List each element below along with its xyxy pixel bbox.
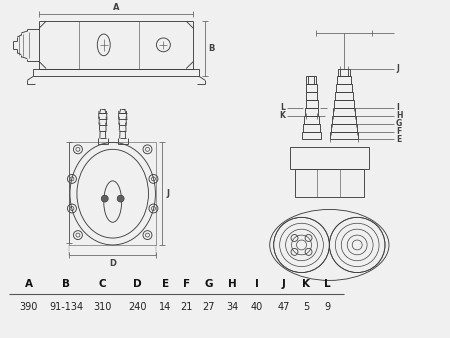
Text: K: K: [302, 280, 310, 289]
Text: E: E: [396, 135, 401, 144]
Bar: [302, 131, 321, 140]
Text: 21: 21: [180, 302, 193, 312]
Text: D: D: [109, 259, 116, 268]
Bar: [306, 84, 317, 92]
Text: F: F: [396, 127, 401, 136]
Bar: [338, 69, 350, 76]
Text: J: J: [282, 280, 286, 289]
Bar: [306, 100, 319, 108]
Bar: [303, 116, 320, 124]
Bar: [335, 92, 353, 100]
Bar: [302, 124, 320, 131]
Text: A: A: [25, 280, 33, 289]
Text: G: G: [396, 119, 402, 128]
Bar: [295, 169, 364, 197]
Bar: [330, 131, 358, 140]
Bar: [333, 108, 355, 116]
Text: 240: 240: [128, 302, 146, 312]
Text: C: C: [99, 280, 106, 289]
Text: 9: 9: [324, 302, 330, 312]
Text: L: L: [280, 103, 285, 113]
Bar: [336, 84, 352, 92]
Text: A: A: [113, 3, 119, 12]
Text: H: H: [228, 280, 236, 289]
Bar: [306, 76, 316, 84]
Bar: [333, 116, 356, 124]
Text: 91-134: 91-134: [49, 302, 83, 312]
Text: I: I: [255, 280, 259, 289]
Text: 14: 14: [159, 302, 171, 312]
Text: I: I: [396, 103, 399, 113]
Text: D: D: [133, 280, 141, 289]
Text: 310: 310: [93, 302, 112, 312]
Text: H: H: [396, 111, 402, 120]
Bar: [334, 100, 354, 108]
Bar: [305, 108, 319, 116]
Text: G: G: [204, 280, 213, 289]
Text: J: J: [396, 64, 399, 73]
Text: 27: 27: [202, 302, 215, 312]
Circle shape: [101, 195, 108, 202]
Text: 47: 47: [278, 302, 290, 312]
Text: 40: 40: [251, 302, 263, 312]
Bar: [33, 69, 199, 76]
Text: 34: 34: [226, 302, 238, 312]
Text: B: B: [62, 280, 70, 289]
Text: 5: 5: [303, 302, 310, 312]
Ellipse shape: [104, 181, 122, 222]
Text: J: J: [166, 189, 169, 198]
Bar: [338, 76, 351, 84]
Bar: [331, 124, 357, 131]
Bar: [306, 92, 317, 100]
Text: B: B: [208, 44, 215, 53]
Bar: [69, 142, 157, 245]
Text: K: K: [279, 111, 285, 120]
Text: F: F: [183, 280, 190, 289]
Circle shape: [117, 195, 124, 202]
Text: 390: 390: [19, 302, 38, 312]
Text: E: E: [162, 280, 169, 289]
Bar: [290, 147, 369, 169]
Text: L: L: [324, 280, 331, 289]
